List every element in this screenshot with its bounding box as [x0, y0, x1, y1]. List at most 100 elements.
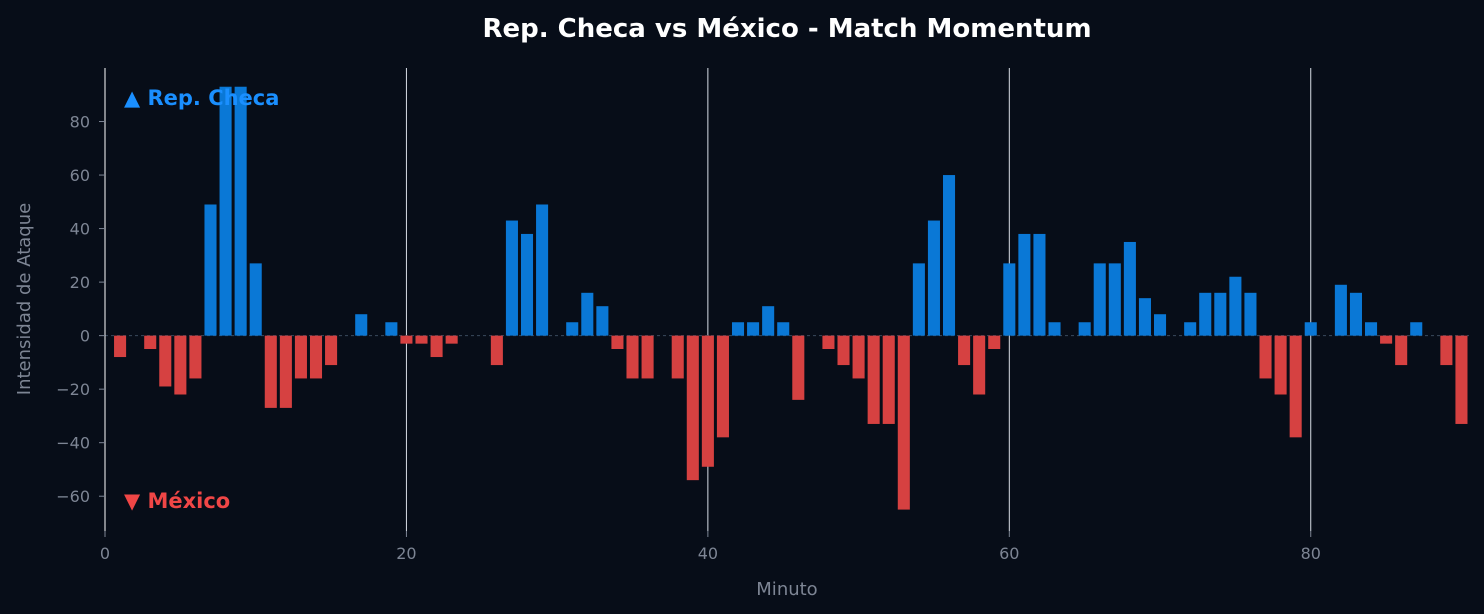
bar-minute-26	[490, 335, 503, 366]
bar-minute-87	[1410, 322, 1423, 336]
bar-minute-39	[686, 335, 699, 481]
bar-minute-3	[144, 335, 157, 350]
bar-minute-5	[174, 335, 187, 395]
bar-minute-41	[716, 335, 729, 438]
bar-minute-43	[747, 322, 760, 336]
bar-minute-51	[867, 335, 880, 424]
bar-minute-15	[325, 335, 338, 366]
y-tick-label: −60	[56, 487, 90, 506]
bar-minute-89	[1440, 335, 1453, 366]
bar-minute-11	[264, 335, 277, 408]
bar-minute-17	[355, 314, 368, 336]
x-tick-label: 20	[396, 544, 416, 563]
bar-minute-1	[114, 335, 127, 358]
bar-minute-6	[189, 335, 202, 379]
bar-minute-38	[671, 335, 684, 379]
y-tick-label: 20	[70, 273, 90, 292]
bar-minute-69	[1138, 298, 1151, 336]
bar-minute-13	[294, 335, 307, 379]
y-tick-label: 60	[70, 166, 90, 185]
bar-minute-48	[822, 335, 835, 350]
y-tick-label: −40	[56, 434, 90, 453]
bar-minute-72	[1184, 322, 1197, 336]
bar-minute-84	[1365, 322, 1378, 336]
y-tick-label: −20	[56, 380, 90, 399]
bar-minute-28	[520, 233, 534, 336]
x-ticks: 0 20 40 60 80	[100, 531, 1321, 563]
bar-minute-40	[701, 335, 714, 467]
bar-minute-74	[1214, 292, 1227, 336]
bar-minute-55	[927, 220, 940, 336]
bar-minute-9	[234, 86, 247, 336]
bar-minute-66	[1093, 263, 1106, 336]
bar-minute-19	[385, 322, 398, 336]
bar-minute-85	[1380, 335, 1393, 344]
bar-minute-86	[1395, 335, 1408, 366]
legend-team-positive: ▲ Rep. Checa	[124, 86, 279, 110]
bar-minute-32	[581, 292, 594, 336]
bar-minute-67	[1108, 263, 1121, 336]
bar-minute-53	[897, 335, 910, 510]
bar-minute-70	[1153, 314, 1167, 336]
bar-minute-45	[777, 322, 790, 336]
x-tick-label: 0	[100, 544, 110, 563]
bar-minute-63	[1048, 322, 1061, 336]
bar-minute-79	[1289, 335, 1302, 438]
bar-minute-58	[973, 335, 986, 395]
bar-minute-27	[505, 220, 518, 336]
bar-minute-61	[1018, 233, 1031, 336]
bar-minute-77	[1259, 335, 1272, 379]
bar-minute-21	[415, 335, 428, 344]
bars-group	[114, 86, 1468, 510]
y-tick-label: 80	[70, 113, 90, 132]
x-tick-label: 60	[999, 544, 1019, 563]
bar-minute-83	[1349, 292, 1362, 336]
bar-minute-62	[1033, 233, 1046, 336]
bar-minute-46	[792, 335, 805, 400]
bar-minute-14	[309, 335, 323, 379]
bar-minute-73	[1199, 292, 1212, 336]
bar-minute-60	[1003, 263, 1016, 336]
bar-minute-65	[1078, 322, 1091, 336]
x-axis-label: Minuto	[756, 579, 817, 600]
y-ticks: −60 −40 −20 0 20 40 60 80	[56, 113, 105, 506]
bar-minute-29	[536, 204, 549, 336]
bar-minute-23	[445, 335, 458, 344]
bar-minute-49	[837, 335, 850, 366]
bar-minute-52	[882, 335, 895, 424]
chart-title: Rep. Checa vs México - Match Momentum	[482, 14, 1091, 44]
bar-minute-68	[1123, 241, 1136, 336]
bar-minute-31	[566, 322, 579, 336]
bar-minute-35	[626, 335, 639, 379]
bar-minute-8	[219, 86, 232, 336]
bar-minute-50	[852, 335, 865, 379]
bar-minute-20	[400, 335, 413, 344]
bar-minute-33	[596, 306, 609, 336]
bar-minute-34	[611, 335, 624, 350]
bar-minute-36	[641, 335, 654, 379]
x-tick-label: 80	[1301, 544, 1321, 563]
bar-minute-44	[762, 306, 775, 336]
bar-minute-78	[1274, 335, 1287, 395]
bar-minute-42	[731, 322, 745, 336]
bar-minute-12	[279, 335, 292, 408]
bar-minute-4	[159, 335, 172, 387]
y-axis-label: Intensidad de Ataque	[14, 203, 35, 395]
x-tick-label: 40	[698, 544, 718, 563]
bar-minute-57	[958, 335, 971, 366]
bar-minute-90	[1455, 335, 1468, 424]
y-tick-label: 40	[70, 220, 90, 239]
bar-minute-56	[942, 175, 956, 336]
bar-minute-76	[1244, 292, 1257, 336]
bar-minute-22	[430, 335, 443, 358]
bar-minute-7	[204, 204, 217, 336]
y-tick-label: 0	[80, 327, 90, 346]
bar-minute-80	[1304, 322, 1317, 336]
legend-team-negative: ▼ México	[124, 489, 230, 513]
bar-minute-82	[1334, 284, 1347, 336]
bar-minute-10	[249, 263, 262, 336]
bar-minute-59	[988, 335, 1001, 350]
bar-minute-75	[1229, 276, 1242, 336]
bar-minute-54	[912, 263, 925, 336]
